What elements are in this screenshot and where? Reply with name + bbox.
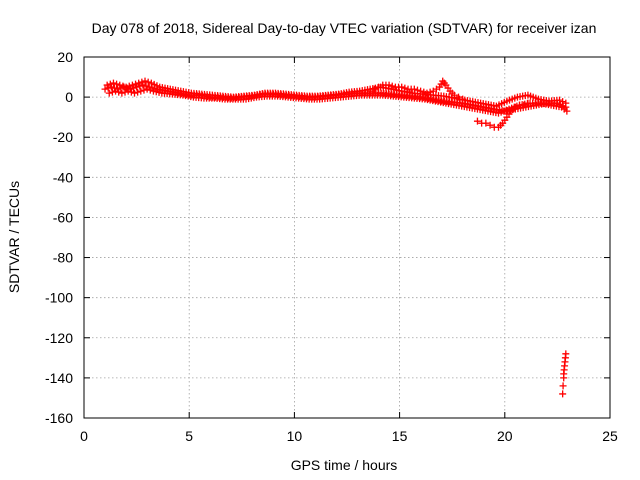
data-point [370, 85, 378, 93]
x-tick-label: 0 [80, 428, 88, 444]
data-point [562, 99, 570, 107]
data-point-interp [138, 78, 146, 86]
data-point [112, 87, 120, 95]
data-point [135, 79, 143, 87]
series-track-e [473, 99, 532, 131]
y-tick-label: -100 [45, 290, 73, 306]
data-point [511, 103, 519, 111]
data-point [450, 91, 458, 99]
data-point-interp [144, 78, 152, 86]
y-tick-label: -120 [45, 330, 73, 346]
y-tick-label: -80 [53, 250, 73, 266]
x-tick-label: 20 [497, 428, 513, 444]
series-outliers [559, 350, 570, 398]
data-point [559, 390, 567, 398]
data-point [133, 83, 141, 91]
series-track-c [105, 85, 571, 117]
y-axis-title: SDTVAR / TECUs [6, 181, 22, 293]
data-point-interp [106, 80, 114, 88]
y-tick-label: -20 [53, 129, 73, 145]
data-point-interp [108, 88, 116, 96]
y-tick-label: -60 [53, 209, 73, 225]
x-tick-label: 25 [602, 428, 618, 444]
data-point [137, 87, 145, 95]
data-point-interp [104, 84, 112, 92]
data-point [486, 121, 494, 129]
data-point-interp [401, 84, 409, 92]
data-point-interp [142, 82, 150, 90]
data-point-interp [134, 88, 142, 96]
x-tick-label: 10 [287, 428, 303, 444]
series-track-d [366, 77, 467, 103]
data-point-interp [125, 82, 133, 90]
data-point-interp [136, 82, 144, 90]
y-tick-label: 20 [57, 49, 73, 65]
data-point [139, 81, 147, 89]
data-point-interp [115, 88, 123, 96]
data-point [141, 77, 149, 85]
data-point-interp [113, 80, 121, 88]
data-point [423, 89, 431, 97]
data-point [366, 87, 374, 95]
y-tick-label: 0 [65, 89, 73, 105]
data-point [459, 95, 467, 103]
data-point-interp [559, 98, 567, 106]
data-point-interp [129, 84, 137, 92]
data-point-interp [420, 88, 428, 96]
x-tick-label: 15 [392, 428, 408, 444]
plot-frame [83, 56, 611, 419]
data-point [559, 382, 567, 390]
data-point [103, 81, 111, 89]
y-tick-label: -140 [45, 370, 73, 386]
data-point [398, 83, 406, 91]
data-point [375, 83, 383, 91]
data-points [101, 77, 571, 398]
data-point-interp [426, 88, 434, 96]
data-point [556, 96, 564, 104]
data-point [122, 83, 130, 91]
data-point [473, 117, 481, 125]
data-point-interp [388, 82, 396, 90]
data-point [562, 350, 570, 358]
data-point [124, 87, 132, 95]
data-point [109, 79, 117, 87]
data-point [524, 99, 532, 107]
data-point-interp [140, 86, 148, 94]
data-point [107, 83, 115, 91]
y-tick-label: -40 [53, 169, 73, 185]
data-point-interp [437, 80, 445, 88]
data-point-interp [121, 88, 129, 96]
axis-ticks: 0 5 10 15 20 25 20 0 -20 -40 -60 -80 -100 -120 -140 -16… [45, 49, 618, 444]
data-point [436, 83, 444, 91]
data-point-interp [146, 86, 154, 94]
data-point [482, 119, 490, 127]
grid [84, 57, 610, 418]
data-point [385, 81, 393, 89]
chart-title: Day 078 of 2018, Sidereal Day-to-day VTE… [92, 20, 597, 36]
data-point [520, 101, 528, 109]
data-point [143, 85, 151, 93]
data-point [101, 85, 109, 93]
data-point [105, 89, 113, 97]
x-tick-label: 5 [185, 428, 193, 444]
data-point [130, 89, 138, 97]
data-point [455, 93, 463, 101]
data-point-interp [132, 80, 140, 88]
data-point [417, 87, 425, 95]
data-point [563, 107, 571, 115]
data-point-interp [413, 86, 421, 94]
data-point [410, 85, 418, 93]
data-point-interp [119, 82, 127, 90]
data-point [128, 81, 136, 89]
data-point-interp [111, 84, 119, 92]
data-point [116, 81, 124, 89]
data-point [118, 89, 126, 97]
y-tick-label: -160 [45, 410, 73, 426]
x-axis-title: GPS time / hours [291, 457, 398, 473]
data-point-interp [127, 88, 135, 96]
